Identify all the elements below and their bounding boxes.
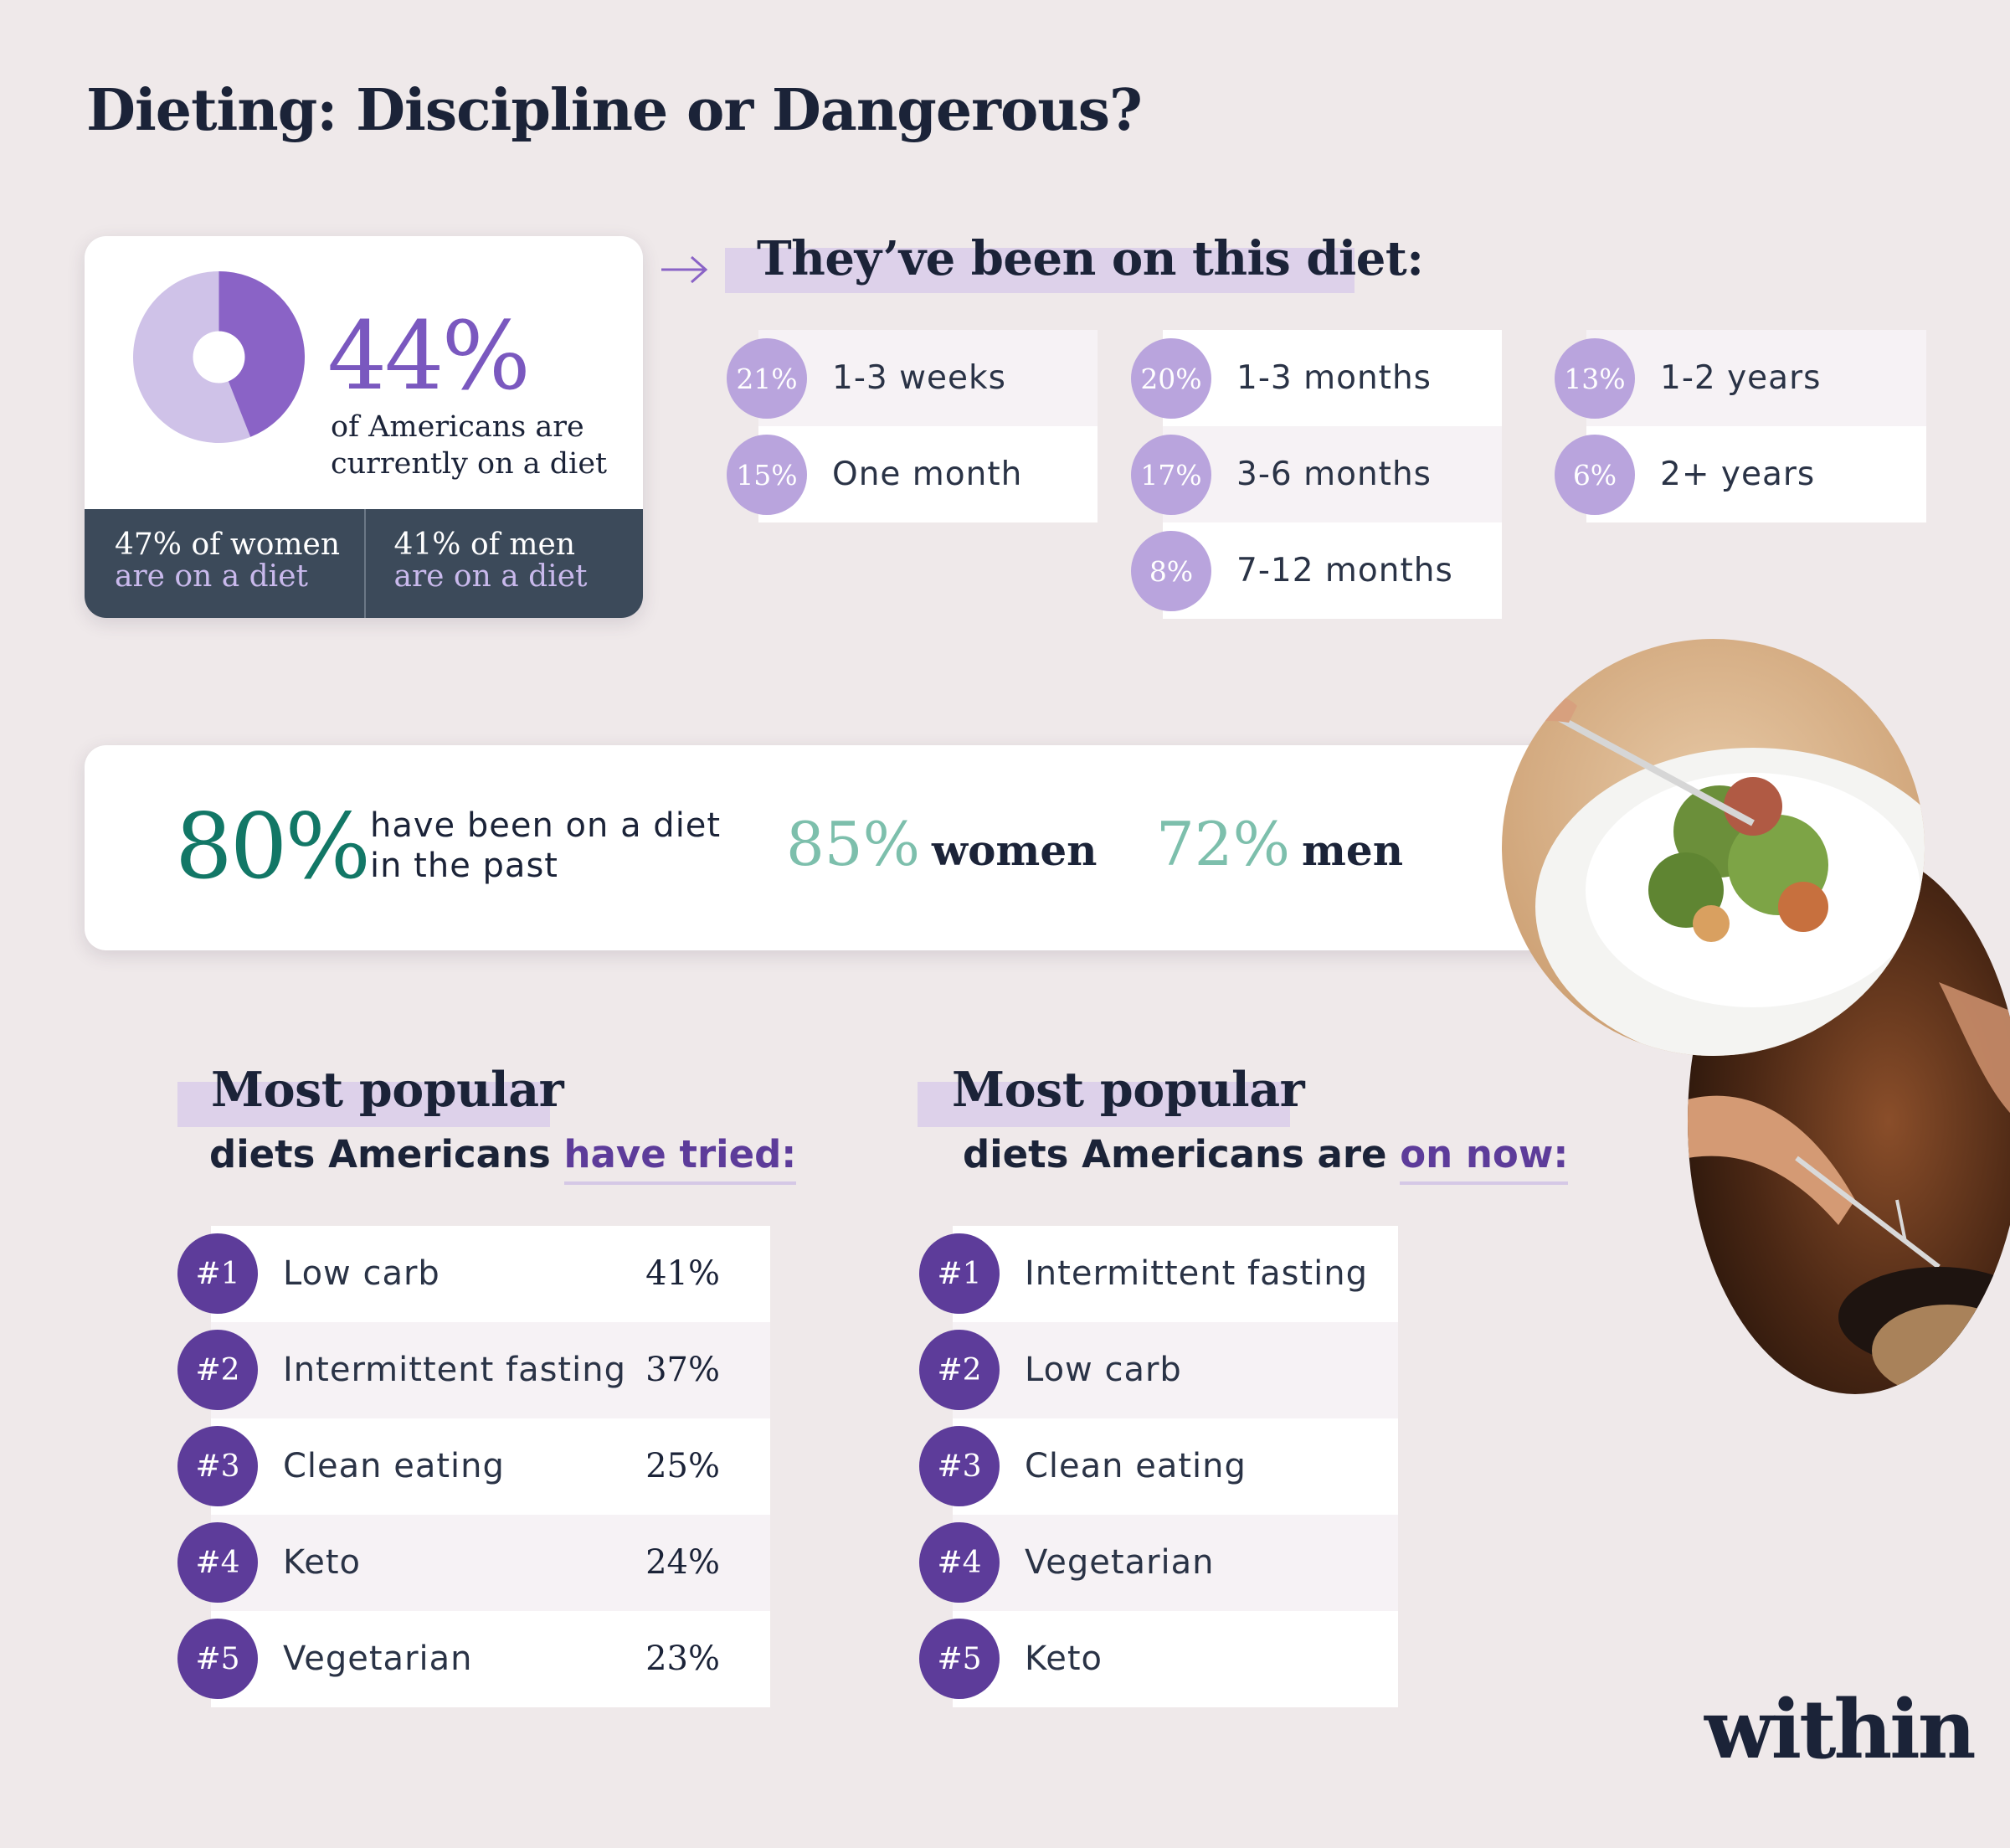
current-diet-percent: 44% (327, 302, 531, 411)
duration-title-highlight (725, 248, 1355, 293)
duration-label: One month (832, 456, 1023, 493)
rank-badge: #2 (919, 1330, 1000, 1410)
current-diet-label: of Americans are currently on a diet (331, 410, 608, 481)
past-women-percent: 85% (786, 809, 921, 879)
diet-name: Clean eating (283, 1447, 505, 1485)
tried-heading: Most popular (211, 1062, 564, 1118)
rank-badge: #1 (919, 1233, 1000, 1314)
past-men-percent: 72% (1156, 809, 1291, 879)
women-stat-line1: 47% of women (115, 528, 341, 562)
diet-name: Clean eating (1025, 1447, 1247, 1485)
men-stat: 41% of men are on a diet (363, 509, 644, 618)
duration-item: 13% 1-2 years (1555, 330, 1926, 426)
duration-label: 3-6 months (1236, 456, 1432, 493)
duration-item: 21% 1-3 weeks (727, 330, 1098, 426)
now-list-item: #3 Clean eating (919, 1418, 1398, 1515)
past-diet-card: 80% have been on a diet in the past 85% w… (85, 745, 1617, 950)
diet-percent: 37% (645, 1351, 720, 1389)
past-women-stat: 85% women (786, 809, 1098, 879)
now-subheading-prefix: diets Americans are (963, 1132, 1401, 1176)
diet-name: Intermittent fasting (1025, 1254, 1368, 1293)
duration-item: 6% 2+ years (1555, 426, 1926, 522)
diet-name: Keto (283, 1543, 362, 1582)
duration-label: 2+ years (1660, 456, 1816, 493)
rank-badge: #4 (919, 1522, 1000, 1603)
past-diet-percent: 80% (175, 795, 371, 899)
diet-percent: 23% (645, 1640, 720, 1678)
diet-name: Vegetarian (1025, 1543, 1215, 1582)
rank-badge: #2 (177, 1330, 258, 1410)
diet-name: Low carb (1025, 1351, 1182, 1389)
past-men-label: men (1302, 826, 1404, 875)
donut-filled-slice (218, 271, 305, 437)
tried-subheading: diets Americans have tried: (209, 1132, 797, 1185)
rank-badge: #1 (177, 1233, 258, 1314)
diet-name: Vegetarian (283, 1640, 473, 1678)
duration-label: 1-2 years (1660, 359, 1822, 397)
rank-badge: #5 (177, 1619, 258, 1699)
donut-hole (193, 331, 245, 383)
now-list-item: #4 Vegetarian (919, 1515, 1398, 1611)
duration-item: 15% One month (727, 426, 1098, 522)
duration-title: They’ve been on this diet: (757, 231, 1424, 286)
page-title: Dieting: Discipline or Dangerous? (86, 77, 1143, 144)
arrow-right-icon (661, 255, 708, 284)
current-diet-donut-chart (133, 271, 305, 443)
women-stat: 47% of women are on a diet (85, 509, 364, 618)
duration-percent-badge: 8% (1131, 531, 1211, 611)
tried-list-item: #1 Low carb 41% (177, 1226, 770, 1322)
duration-percent-badge: 13% (1555, 338, 1635, 419)
tried-subheading-prefix: diets Americans (209, 1132, 564, 1176)
rank-badge: #3 (919, 1426, 1000, 1506)
rank-badge: #4 (177, 1522, 258, 1603)
rank-badge: #3 (177, 1426, 258, 1506)
past-diet-label: have been on a diet in the past (370, 806, 722, 885)
diet-name: Keto (1025, 1640, 1103, 1678)
duration-percent-badge: 20% (1131, 338, 1211, 419)
duration-label: 1-3 weeks (832, 359, 1006, 397)
now-list-item: #5 Keto (919, 1611, 1398, 1707)
duration-item: 8% 7-12 months (1131, 522, 1502, 619)
men-stat-line1: 41% of men (393, 528, 576, 562)
duration-item: 20% 1-3 months (1131, 330, 1502, 426)
current-diet-card: 44% of Americans are currently on a diet… (85, 236, 643, 618)
duration-percent-badge: 6% (1555, 435, 1635, 515)
tried-list-item: #2 Intermittent fasting 37% (177, 1322, 770, 1418)
duration-percent-badge: 21% (727, 338, 807, 419)
now-subheading-accent: on now: (1400, 1132, 1569, 1185)
tried-heading-highlight (177, 1082, 550, 1127)
past-women-label: women (932, 826, 1098, 875)
women-stat-line2: are on a diet (115, 559, 308, 594)
duration-label: 1-3 months (1236, 359, 1432, 397)
duration-item: 17% 3-6 months (1131, 426, 1502, 522)
now-subheading: diets Americans are on now: (963, 1132, 1569, 1185)
rank-badge: #5 (919, 1619, 1000, 1699)
diet-name: Intermittent fasting (283, 1351, 626, 1389)
diet-percent: 25% (645, 1447, 720, 1485)
now-list-item: #2 Low carb (919, 1322, 1398, 1418)
men-stat-line2: are on a diet (393, 559, 588, 594)
diet-percent: 41% (645, 1254, 720, 1293)
now-heading-highlight (918, 1082, 1290, 1127)
tried-list-item: #5 Vegetarian 23% (177, 1611, 770, 1707)
salad-photo (1502, 639, 1925, 1056)
brand-logo: within (1704, 1682, 1977, 1777)
now-list-item: #1 Intermittent fasting (919, 1226, 1398, 1322)
gender-breakdown: 47% of women are on a diet 41% of men ar… (85, 509, 643, 618)
tried-list-item: #4 Keto 24% (177, 1515, 770, 1611)
now-heading: Most popular (952, 1062, 1305, 1118)
tried-subheading-accent: have tried: (563, 1132, 797, 1185)
duration-label: 7-12 months (1236, 552, 1453, 589)
duration-percent-badge: 15% (727, 435, 807, 515)
diet-percent: 24% (645, 1543, 720, 1582)
diet-name: Low carb (283, 1254, 440, 1293)
tried-list-item: #3 Clean eating 25% (177, 1418, 770, 1515)
duration-percent-badge: 17% (1131, 435, 1211, 515)
past-men-stat: 72% men (1156, 809, 1403, 879)
